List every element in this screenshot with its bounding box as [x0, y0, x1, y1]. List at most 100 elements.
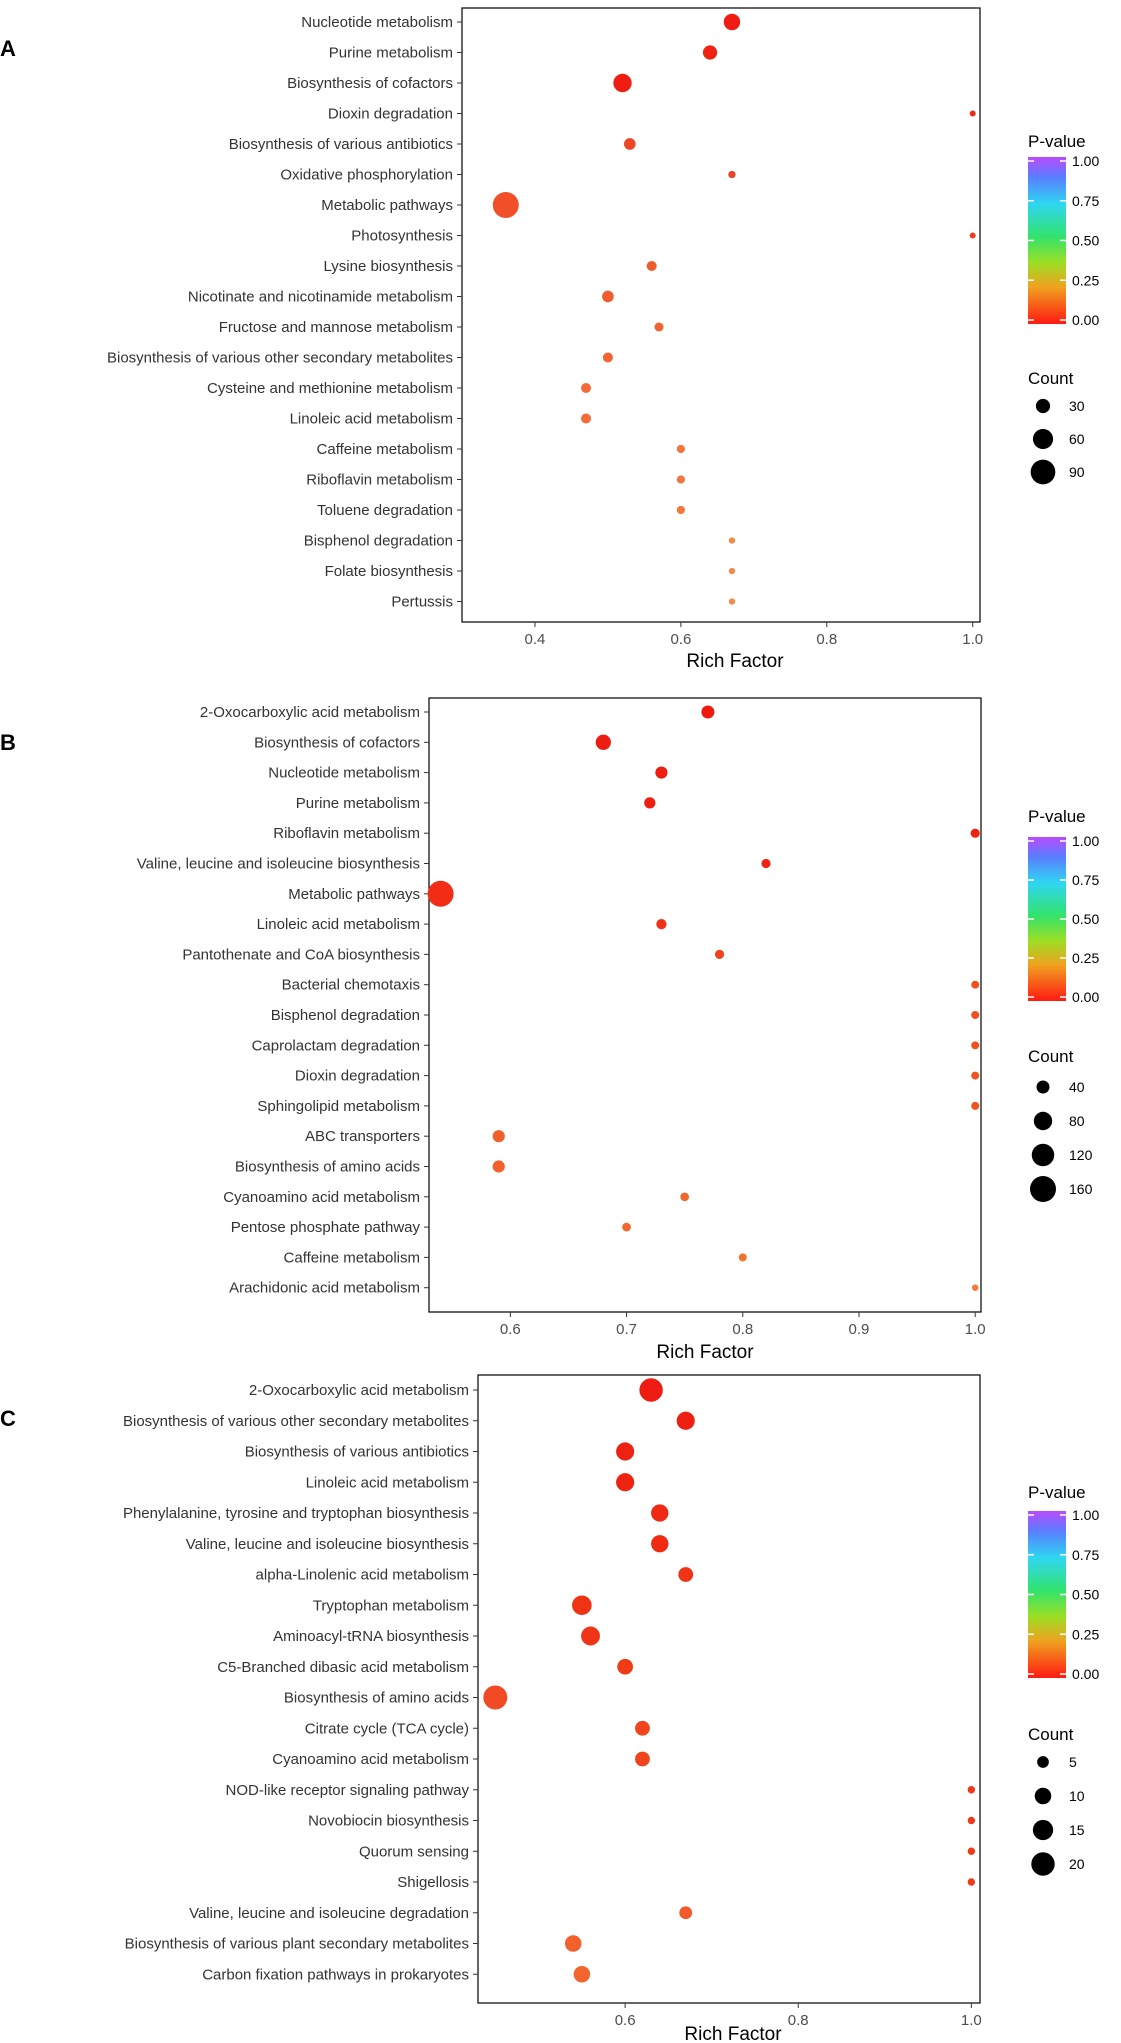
x-tick-label: 0.8 [788, 2012, 809, 2029]
size-legend-label: 10 [1069, 1788, 1085, 1804]
data-point [623, 138, 636, 150]
category-label: Oxidative phosphorylation [280, 167, 453, 184]
category-labels-b: 2-Oxocarboxylic acid metabolism Biosynthe… [137, 704, 429, 1297]
color-legend-ticks-b: 1.00 0.75 0.50 0.25 0.00 [1028, 833, 1099, 1005]
category-label: NOD-like receptor signaling pathway [226, 1782, 470, 1799]
color-tick-label: 1.00 [1072, 833, 1099, 849]
x-axis-a: 0.4 0.6 0.8 1.0 [525, 622, 983, 648]
color-tick-label: 0.25 [1072, 950, 1099, 966]
plot-frame-a [461, 7, 981, 623]
data-point [678, 1567, 694, 1582]
data-point [613, 73, 632, 93]
category-label: Metabolic pathways [321, 197, 453, 214]
data-point [970, 828, 980, 838]
category-label: Quorum sensing [359, 1843, 469, 1860]
category-label: Caffeine metabolism [284, 1249, 420, 1266]
category-label: Biosynthesis of various other secondary … [123, 1413, 469, 1430]
size-legend-dot [1031, 1852, 1055, 1876]
color-tick-label: 0.00 [1072, 1666, 1099, 1682]
data-point [971, 1101, 980, 1110]
category-label: Nucleotide metabolism [268, 765, 420, 782]
category-label: Valine, leucine and isoleucine biosynthe… [137, 856, 420, 873]
x-axis-title-b: Rich Factor [656, 1342, 754, 1363]
data-point [654, 322, 664, 332]
data-point [651, 1504, 669, 1522]
size-legend-label: 80 [1069, 1113, 1085, 1129]
size-legend-dot [1033, 1111, 1053, 1131]
data-point [676, 505, 685, 515]
category-label: Bacterial chemotaxis [282, 977, 420, 994]
size-legend-b: 40 80 120 160 [1030, 1079, 1093, 1202]
panel-b: B 2-Oxocarboxylic acid metabolism Biosynt… [0, 697, 1099, 1363]
size-legend-label: 30 [1069, 398, 1085, 414]
plot-frame-c [477, 1374, 981, 2004]
category-label: Biosynthesis of various antibiotics [245, 1444, 469, 1461]
category-label: Cyanoamino acid metabolism [223, 1189, 420, 1206]
panel-label-c: C [0, 1406, 16, 1431]
data-point [971, 1041, 980, 1050]
data-point [656, 918, 667, 930]
x-tick-label: 0.8 [732, 1321, 753, 1338]
category-label: alpha-Linolenic acid metabolism [256, 1567, 469, 1584]
category-label: Valine, leucine and isoleucine degradati… [189, 1905, 469, 1922]
data-point [635, 1751, 650, 1767]
data-point [602, 352, 613, 363]
plot-frame-b [428, 697, 982, 1313]
x-axis-title-c: Rich Factor [684, 2024, 782, 2043]
size-legend-c: 5 10 15 20 [1031, 1754, 1085, 1876]
category-label: Lysine biosynthesis [323, 258, 453, 275]
x-axis-b: 0.6 0.7 0.8 0.9 1.0 [500, 1312, 986, 1338]
x-tick-label: 0.9 [849, 1321, 870, 1338]
points-c [483, 1378, 976, 1983]
size-legend-a: 30 60 90 [1030, 398, 1085, 485]
category-label: Biosynthesis of amino acids [235, 1159, 420, 1176]
category-label: Novobiocin biosynthesis [308, 1813, 469, 1830]
data-point [564, 1935, 582, 1952]
data-point [701, 705, 715, 719]
category-label: Biosynthesis of various antibiotics [229, 136, 453, 153]
size-legend-dot [1030, 459, 1056, 485]
color-legend-ticks-c: 1.00 0.75 0.50 0.25 0.00 [1028, 1507, 1099, 1682]
color-tick-label: 0.75 [1072, 872, 1099, 888]
category-label: Caffeine metabolism [317, 441, 453, 458]
x-tick-label: 0.4 [525, 631, 546, 648]
data-point [602, 290, 614, 303]
x-tick-label: 0.7 [616, 1321, 637, 1338]
data-point [617, 1658, 633, 1675]
color-tick-label: 0.00 [1072, 312, 1099, 328]
x-tick-label: 1.0 [961, 2012, 982, 2029]
category-label: ABC transporters [305, 1128, 420, 1145]
size-legend-dot [1032, 1819, 1054, 1841]
panel-label-b: B [0, 730, 16, 755]
color-tick-label: 1.00 [1072, 153, 1099, 169]
data-point [580, 413, 592, 424]
data-point [655, 766, 668, 779]
panel-c: C 2-Oxocarboxylic acid metabolism Biosynt… [0, 1374, 1099, 2043]
data-point [651, 1535, 669, 1553]
data-point [676, 475, 685, 484]
category-label: Cysteine and methionine metabolism [207, 380, 453, 397]
data-point [702, 45, 718, 60]
size-legend-label: 60 [1069, 431, 1085, 447]
color-legend-title-a: P-value [1028, 132, 1086, 151]
category-label: Bisphenol degradation [271, 1007, 420, 1024]
data-point [580, 382, 592, 394]
data-point [573, 1965, 591, 1983]
size-legend-dot [1035, 398, 1051, 414]
data-point [969, 110, 976, 117]
size-legend-label: 40 [1069, 1079, 1085, 1095]
data-point [595, 734, 611, 750]
data-point [483, 1685, 508, 1710]
data-point [971, 1011, 980, 1019]
size-legend-title-b: Count [1028, 1047, 1074, 1066]
color-tick-label: 0.50 [1072, 1587, 1099, 1603]
data-point [492, 1130, 505, 1143]
data-point [967, 1816, 976, 1825]
data-point [967, 1878, 976, 1886]
category-label: Pentose phosphate pathway [231, 1219, 421, 1236]
data-point [967, 1786, 976, 1794]
color-tick-label: 0.50 [1072, 233, 1099, 249]
data-point [761, 858, 771, 869]
category-label: Dioxin degradation [295, 1068, 420, 1085]
color-legend-ticks-a: 1.00 0.75 0.50 0.25 0.00 [1028, 153, 1099, 328]
